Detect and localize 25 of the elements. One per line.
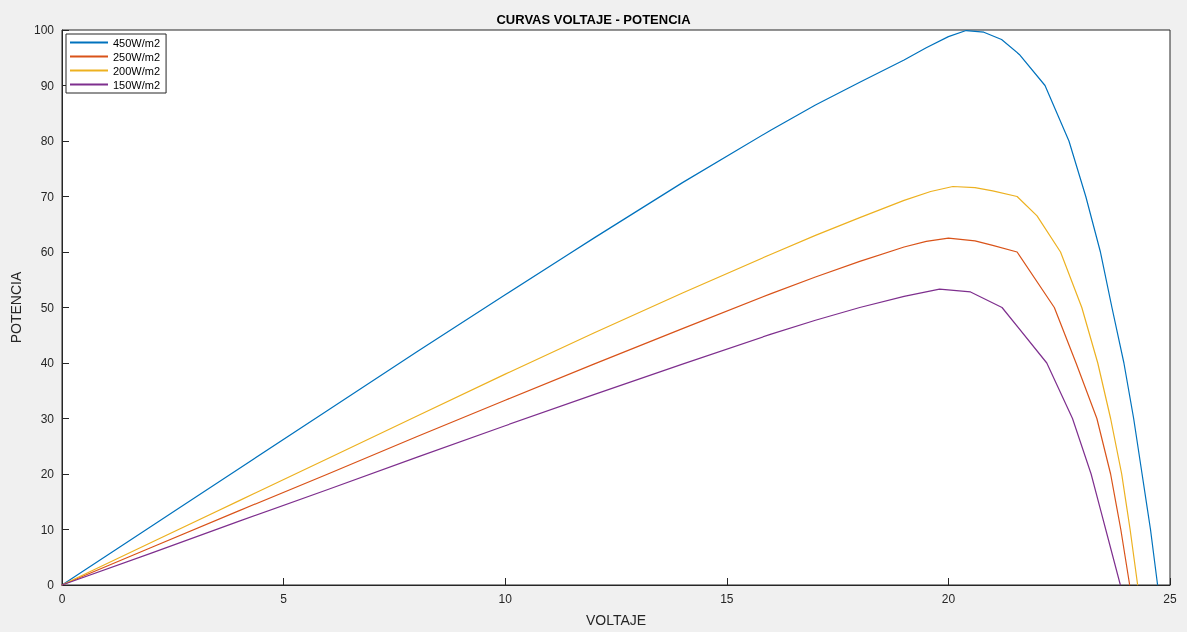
y-axis-title: POTENCIA xyxy=(8,271,25,344)
y-tick-label: 20 xyxy=(40,467,55,481)
y-tick-label: 10 xyxy=(40,522,55,537)
y-tick-label: 0 xyxy=(47,578,55,592)
legend-label: 250W/m2 xyxy=(113,50,161,63)
x-tick-label: 25 xyxy=(1163,592,1177,606)
x-tick-label: 5 xyxy=(280,592,288,606)
chart-title: CURVAS VOLTAJE - POTENCIA xyxy=(496,12,692,27)
y-tick-label: 40 xyxy=(40,356,55,370)
legend-label: 150W/m2 xyxy=(113,78,161,91)
x-axis-title: VOLTAJE xyxy=(585,612,647,628)
y-tick-label: 80 xyxy=(40,134,55,148)
y-tick-label: 60 xyxy=(40,245,55,259)
x-tick-label: 10 xyxy=(498,592,513,606)
x-tick-label: 0 xyxy=(58,592,66,606)
y-tick-label: 30 xyxy=(40,411,55,426)
y-tick-label: 50 xyxy=(40,300,55,315)
line-series xyxy=(61,288,1121,586)
x-tick-label: 15 xyxy=(720,592,734,606)
legend-label: 200W/m2 xyxy=(113,64,161,77)
y-tick-label: 100 xyxy=(33,23,55,37)
x-tick-label: 20 xyxy=(941,592,956,606)
y-tick-label: 90 xyxy=(40,78,55,93)
legend-label: 450W/m2 xyxy=(113,36,161,49)
y-tick-label: 70 xyxy=(40,189,55,204)
